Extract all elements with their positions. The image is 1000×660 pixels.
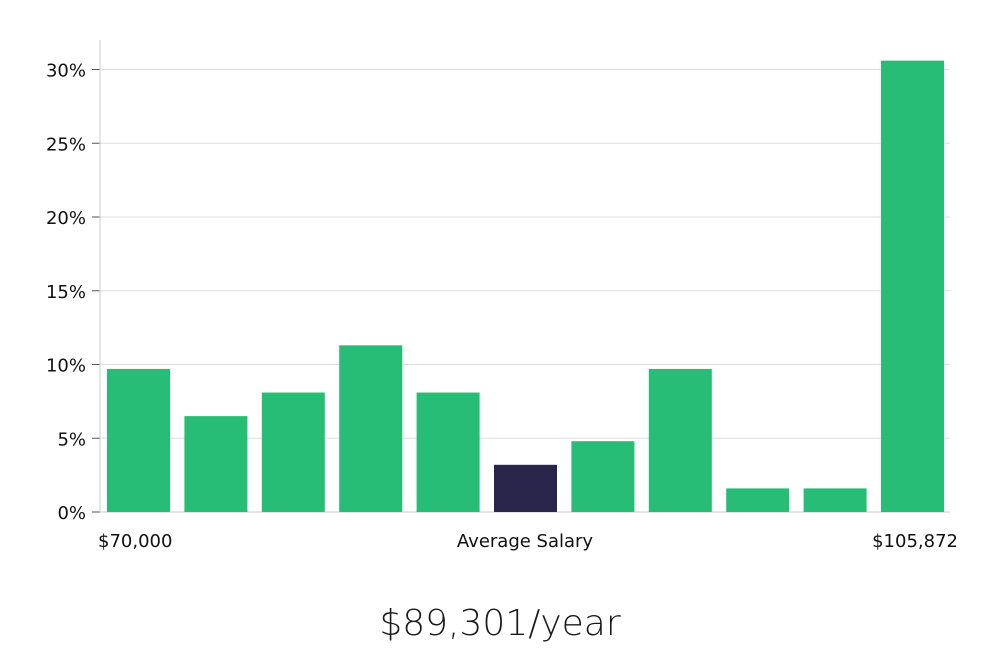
y-tick-label: 20%: [46, 208, 86, 229]
y-tick-label: 30%: [46, 61, 86, 82]
x-axis-max-label: $105,872: [872, 531, 958, 552]
histogram-bar: [571, 441, 635, 512]
y-tick-label: 25%: [46, 134, 86, 155]
y-tick-label: 10%: [46, 356, 86, 377]
histogram-bar: [726, 488, 790, 512]
histogram-bar: [416, 392, 480, 512]
histogram-bar: [107, 368, 170, 512]
y-axis-ticks: 0% 5% 10% 15% 20% 25% 30%: [46, 61, 100, 524]
histogram-bar: [184, 416, 248, 512]
histogram-bar-average: [494, 464, 557, 512]
x-axis-min-label: $70,000: [98, 531, 172, 552]
histogram-bar: [261, 392, 325, 512]
histogram-bar: [803, 488, 867, 512]
y-tick-label: 5%: [57, 429, 86, 450]
y-tick-label: 0%: [57, 503, 86, 524]
histogram-bar: [648, 368, 712, 512]
chart-grid: [100, 69, 950, 439]
y-tick-label: 15%: [46, 282, 86, 303]
average-salary-headline: $89,301/year: [379, 603, 621, 644]
histogram-bar: [881, 60, 944, 513]
x-axis-center-label: Average Salary: [457, 531, 594, 552]
salary-histogram: 0% 5% 10% 15% 20% 25% 30% $70,000 Average Sala…: [46, 40, 958, 552]
histogram-bar: [339, 345, 403, 512]
chart-bars: [107, 60, 944, 513]
